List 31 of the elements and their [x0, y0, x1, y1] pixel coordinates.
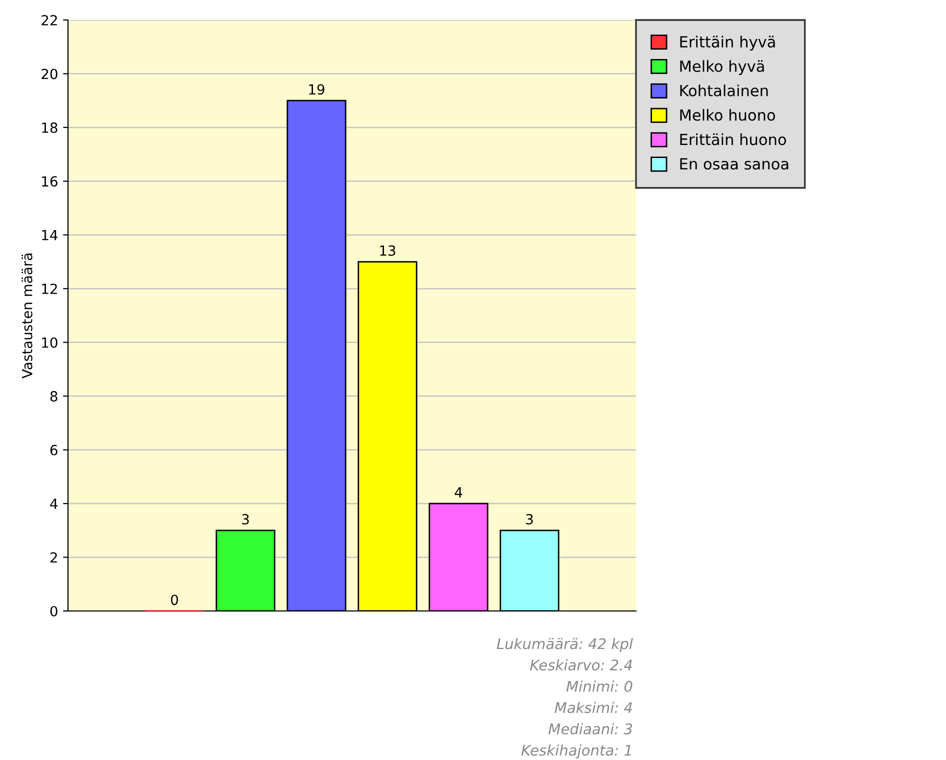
y-tick-label: 2 — [50, 552, 57, 563]
y-tick-label: 10 — [42, 337, 58, 348]
y-tick-label: 16 — [42, 176, 58, 187]
legend-label: Kohtalainen — [680, 84, 768, 96]
y-tick-label: 12 — [42, 284, 57, 294]
y-tick-label: 22 — [42, 14, 57, 26]
text: Maksimi: 4 — [554, 702, 632, 714]
text: Lukumäärä: 42 kpl — [496, 638, 633, 652]
data-label: 4 — [454, 487, 462, 498]
data-label: 3 — [242, 514, 249, 524]
y-tick-label: 4 — [50, 498, 58, 509]
text: Minimi: 0 — [566, 680, 632, 692]
y-tick-label: 8 — [50, 391, 58, 402]
data-label: 19 — [309, 84, 324, 95]
y-tick-label: 18 — [42, 122, 58, 133]
text: Keskihajonta: 1 — [521, 744, 631, 759]
legend-label: Erittäin hyvä — [680, 36, 775, 51]
data-label: 13 — [380, 245, 396, 256]
data-label: 0 — [170, 594, 178, 606]
y-tick-label: 0 — [50, 606, 58, 616]
legend-label: Erittäin huono — [680, 133, 786, 146]
text: Mediaani: 3 — [548, 723, 632, 734]
y-tick-label: 14 — [42, 230, 58, 240]
text: Keskiarvo: 2.4 — [530, 659, 632, 671]
legend-label: Melko huono — [680, 108, 776, 121]
data-label: 3 — [526, 514, 533, 524]
y-tick-label: 20 — [42, 68, 58, 80]
legend-label: Melko hyvä — [680, 60, 764, 75]
y-axis-title: Vastausten määrä — [22, 254, 32, 378]
y-tick-label: 6 — [50, 444, 58, 456]
legend-label: En osaa sanoa — [680, 158, 788, 170]
